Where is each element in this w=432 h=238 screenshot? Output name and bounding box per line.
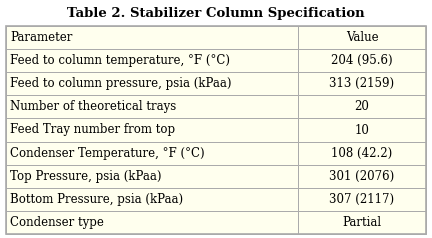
- Text: 108 (42.2): 108 (42.2): [331, 147, 393, 160]
- Text: Top Pressure, psia (kPaa): Top Pressure, psia (kPaa): [10, 170, 162, 183]
- Bar: [298, 119, 426, 142]
- Text: Parameter: Parameter: [10, 31, 73, 44]
- Text: 20: 20: [355, 100, 369, 113]
- Text: Bottom Pressure, psia (kPaa): Bottom Pressure, psia (kPaa): [10, 193, 183, 206]
- Bar: [6, 26, 298, 49]
- Text: Number of theoretical trays: Number of theoretical trays: [10, 100, 176, 113]
- Bar: [6, 165, 298, 188]
- Text: 307 (2117): 307 (2117): [329, 193, 394, 206]
- Text: Value: Value: [346, 31, 378, 44]
- Text: Feed Tray number from top: Feed Tray number from top: [10, 124, 175, 137]
- Bar: [6, 119, 298, 142]
- Text: Feed to column pressure, psia (kPaa): Feed to column pressure, psia (kPaa): [10, 77, 232, 90]
- Text: Table 2. Stabilizer Column Specification: Table 2. Stabilizer Column Specification: [67, 6, 365, 20]
- Text: Partial: Partial: [343, 216, 381, 229]
- Bar: [6, 49, 298, 72]
- Bar: [6, 95, 298, 119]
- Bar: [6, 142, 298, 165]
- Text: 204 (95.6): 204 (95.6): [331, 54, 393, 67]
- Text: 313 (2159): 313 (2159): [329, 77, 394, 90]
- Text: Condenser type: Condenser type: [10, 216, 104, 229]
- Bar: [298, 211, 426, 234]
- Bar: [6, 188, 298, 211]
- Bar: [298, 188, 426, 211]
- Bar: [298, 95, 426, 119]
- Bar: [298, 165, 426, 188]
- Bar: [298, 72, 426, 95]
- Bar: [298, 26, 426, 49]
- Bar: [6, 211, 298, 234]
- Bar: [6, 26, 426, 234]
- Text: Feed to column temperature, °F (°C): Feed to column temperature, °F (°C): [10, 54, 230, 67]
- Bar: [298, 49, 426, 72]
- Bar: [298, 142, 426, 165]
- Bar: [6, 72, 298, 95]
- Text: Condenser Temperature, °F (°C): Condenser Temperature, °F (°C): [10, 147, 205, 160]
- Text: 10: 10: [355, 124, 369, 137]
- Text: 301 (2076): 301 (2076): [329, 170, 394, 183]
